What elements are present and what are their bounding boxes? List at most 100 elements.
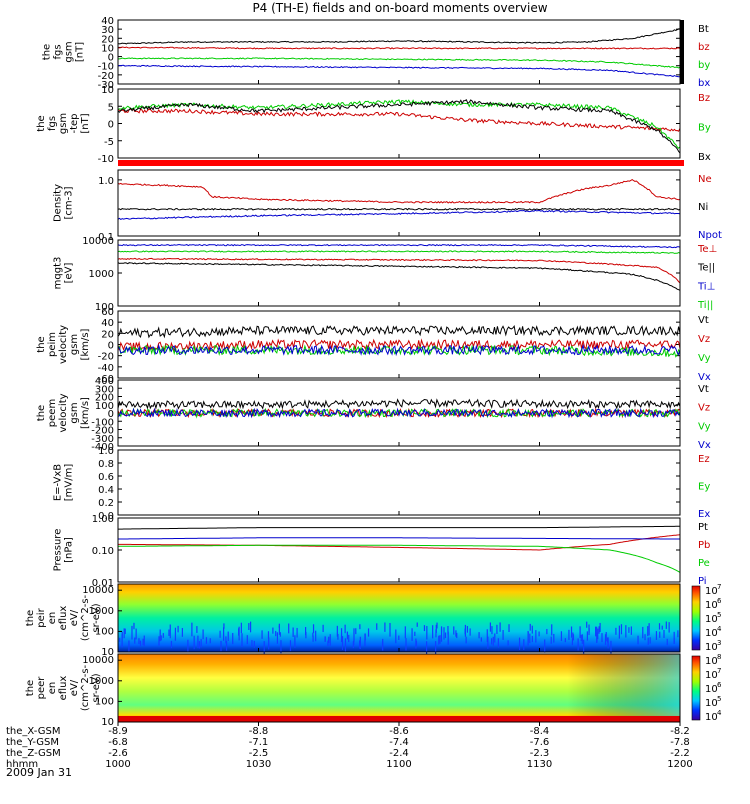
series-line-Ne [117, 179, 681, 204]
xaxis-value: 1200 [667, 759, 692, 770]
ylabel-efield: E=-VxB [mV/m] [53, 464, 75, 502]
xaxis-value: 1000 [105, 759, 130, 770]
colorbar-peer [691, 655, 701, 721]
ytick-label: -10 [98, 154, 114, 165]
ylabel-line: peim [47, 332, 58, 357]
ylabel-line: the [36, 336, 47, 352]
ylabel-line: en [47, 612, 58, 625]
colorbar-exponent: 7 [717, 667, 721, 675]
colorbar-tick: 10 5 [705, 611, 721, 625]
ylabel-line: peem [47, 399, 58, 427]
svg-text:10: 10 [705, 670, 718, 681]
figure-title: P4 (TH-E) fields and on-board moments ov… [252, 1, 547, 15]
separator-band [118, 160, 684, 166]
panel-density: Density [cm-3] 1.0 0.1 Ne Ni Npot [53, 169, 722, 243]
panel-fgs_gse: the fgs gsm -tep [nT] 10 5 0 -5 -10 Bz By Bx [36, 85, 711, 166]
xaxis-value: -8.6 [389, 726, 409, 737]
xaxis-value: -7.4 [389, 737, 409, 748]
series-line-Pt [118, 525, 680, 530]
series-line-Te⊥ [117, 257, 681, 284]
legend-Vx: Vx [698, 440, 711, 451]
xaxis-value: -8.2 [670, 726, 690, 737]
ylabel-temperature: mqgt3 [eV] [53, 257, 75, 290]
colorbar-tick: 10 5 [705, 695, 721, 709]
ytick-label: 100 [95, 302, 114, 313]
ytick-label: 0 [108, 120, 114, 131]
heatmap-bottom-band [118, 716, 680, 722]
ytick-label: 10000 [82, 236, 114, 247]
legend-Vt: Vt [698, 384, 709, 395]
series-line-Ti|| [117, 250, 681, 254]
ytick-label: 200 [95, 393, 114, 404]
xaxis-value: -2.4 [389, 748, 409, 759]
date-label: 2009 Jan 31 [6, 766, 72, 779]
ytick-label: -20 [98, 352, 114, 363]
xaxis-value: -2.6 [108, 748, 128, 759]
ylabel-line: eflux [58, 606, 69, 631]
xaxis-value: 1100 [386, 759, 411, 770]
colorbar-exponent: 8 [717, 653, 721, 661]
legend-bz: bz [698, 42, 710, 53]
ylabel-line: Density [53, 184, 64, 222]
ytick-label: 0.4 [98, 485, 114, 496]
plot-area-peim_velocity [118, 311, 680, 378]
ytick-label: 0 [108, 53, 114, 64]
colorbar-tick: 10 7 [705, 667, 721, 681]
legend-Vy: Vy [698, 421, 711, 432]
ylabel-line: eflux [58, 676, 69, 701]
ytick-label: 0.01 [92, 578, 114, 589]
legend-Vt: Vt [698, 315, 709, 326]
ytick-label: 1.0 [98, 446, 114, 457]
ytick-label: 0.6 [98, 472, 114, 483]
colorbar-exponent: 6 [717, 681, 722, 689]
ytick-label: 40 [101, 16, 114, 27]
ylabel-line: [nPa] [64, 537, 75, 563]
ytick-label: -100 [91, 417, 114, 428]
colorbar-exponent: 3 [717, 639, 721, 647]
ytick-label: 60 [101, 307, 114, 318]
series-line-Pi [118, 537, 680, 540]
ylabel-line: peer [36, 676, 47, 700]
colorbar-tick: 10 3 [705, 639, 721, 653]
ytick-label: 1000 [89, 606, 114, 617]
ytick-label: 1000 [89, 676, 114, 687]
xaxis-value: -2.2 [670, 748, 690, 759]
legend-Ti⊥: Ti⊥ [697, 281, 715, 292]
ytick-label: -200 [91, 426, 114, 437]
colorbar-tick: 10 4 [705, 625, 722, 639]
ytick-label: 20 [101, 329, 114, 340]
ytick-label: 0.2 [98, 498, 114, 509]
panel-peir: the peir en eflux eV/(cm^2-s-sr-eV)100001000… [25, 583, 722, 658]
legend-by: by [698, 60, 710, 71]
panel-peem_velocity: the peem velocity gsm [km/s] 4003002001000-10… [36, 376, 711, 453]
ytick-label: -300 [91, 434, 114, 445]
colorbar-exponent: 7 [717, 583, 721, 591]
ylabel-line: fgs [47, 116, 58, 131]
svg-text:10: 10 [705, 656, 718, 667]
colorbar-tick: 10 7 [705, 583, 721, 597]
ylabel-line: sr-eV) [91, 673, 102, 702]
xaxis-value: -6.8 [108, 737, 128, 748]
legend-By: By [698, 123, 711, 134]
panel-edge-bar [680, 20, 684, 84]
panel-pressure: Pressure [nPa] 1.00 0.10 0.01 Pt Pb Pe Pi [53, 514, 711, 589]
ylabel-line: [km/s] [80, 328, 91, 360]
legend-Npot: Npot [698, 230, 722, 241]
ylabel-line: -tep [69, 113, 80, 133]
ylabel-line: velocity [58, 325, 69, 364]
series-line-Vt [117, 324, 681, 339]
plot-area-temperature [118, 240, 680, 306]
ylabel-peem_velocity: the peem velocity gsm [km/s] [36, 393, 91, 432]
series-line-Vx [117, 343, 681, 357]
legend-Bt: Bt [698, 24, 709, 35]
colorbar-exponent: 4 [717, 709, 722, 717]
xaxis-value: -8.4 [530, 726, 550, 737]
series-line-Bt [117, 28, 681, 45]
ytick-label: 0.0 [98, 511, 114, 522]
series-line-bz [117, 46, 681, 50]
ytick-label: -20 [98, 71, 114, 82]
xaxis-row-label: the_Z-GSM [6, 748, 61, 759]
legend-Ey: Ey [698, 482, 710, 493]
